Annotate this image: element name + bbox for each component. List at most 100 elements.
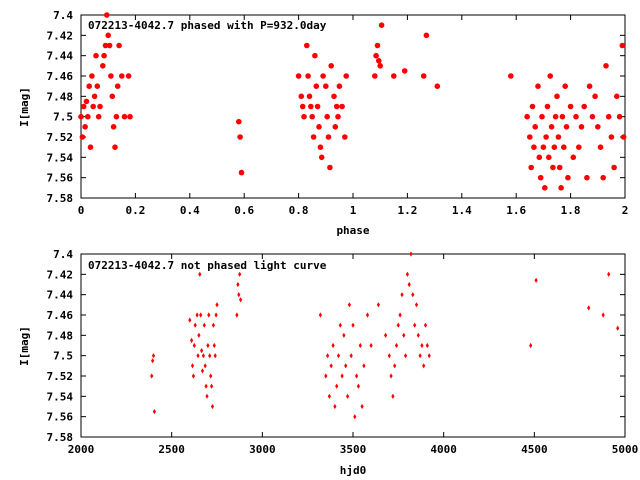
- data-point: [616, 325, 620, 331]
- data-point: [93, 52, 99, 59]
- data-point: [119, 73, 125, 79]
- data-point: [198, 271, 202, 277]
- data-point: [365, 312, 370, 318]
- data-point: [333, 103, 340, 110]
- data-point: [91, 93, 98, 100]
- data-point: [206, 342, 210, 349]
- data-point: [422, 363, 426, 369]
- data-point: [543, 134, 549, 140]
- x-axis-label: hjd0: [340, 464, 367, 477]
- data-point: [210, 403, 215, 410]
- data-point: [384, 332, 388, 338]
- data-point: [190, 363, 195, 369]
- data-point: [508, 73, 514, 79]
- data-point: [197, 332, 201, 338]
- data-point: [116, 42, 122, 49]
- data-point: [620, 134, 627, 140]
- data-point: [202, 322, 206, 328]
- data-point: [532, 124, 538, 130]
- data-point: [394, 342, 399, 349]
- data-point: [400, 292, 404, 298]
- y-tick-label: 7.58: [47, 192, 74, 205]
- data-point: [556, 164, 563, 171]
- data-point: [109, 93, 116, 100]
- data-point: [542, 185, 548, 191]
- data-point: [320, 73, 326, 79]
- data-point: [239, 297, 243, 303]
- data-point: [434, 83, 441, 89]
- y-tick-label: 7.58: [47, 431, 74, 444]
- data-point: [316, 124, 322, 130]
- data-point: [113, 113, 120, 120]
- data-point: [305, 73, 311, 79]
- data-point: [127, 113, 133, 120]
- data-point: [353, 414, 357, 420]
- chart-title: 072213-4042.7 not phased light curve: [88, 259, 327, 272]
- data-point: [212, 342, 216, 349]
- data-point: [89, 73, 95, 79]
- data-point: [578, 124, 585, 130]
- plot-frame: [80, 14, 626, 199]
- data-point: [90, 103, 96, 110]
- phased-light-curve-chart: 072213-4042.7 phased with P=932.0day pha…: [18, 9, 628, 237]
- y-tick-label: 7.46: [47, 70, 74, 83]
- data-point: [188, 317, 192, 323]
- data-point: [342, 134, 348, 140]
- data-point: [376, 58, 382, 64]
- data-point: [351, 322, 355, 328]
- data-point: [401, 68, 408, 74]
- data-point: [605, 113, 612, 120]
- data-point: [236, 281, 240, 288]
- x-tick-label: 0.6: [234, 204, 254, 217]
- data-point: [308, 103, 314, 110]
- data-point: [423, 322, 428, 328]
- data-point: [356, 383, 360, 389]
- data-point: [328, 63, 335, 69]
- data-point: [589, 113, 596, 120]
- y-tick-label: 7.42: [47, 29, 74, 42]
- data-point: [85, 113, 91, 120]
- data-point: [423, 32, 430, 39]
- y-tick-label: 7.52: [47, 370, 74, 383]
- unphased-light-curve-chart: 072213-4042.7 not phased light curve hjd…: [18, 248, 638, 477]
- data-point: [310, 134, 317, 140]
- data-point: [114, 83, 121, 89]
- data-point: [358, 342, 362, 349]
- x-tick-label: 1: [350, 204, 357, 217]
- data-point: [336, 83, 343, 89]
- data-point: [552, 113, 559, 120]
- data-point: [323, 83, 329, 89]
- x-tick-label: 2000: [68, 443, 95, 456]
- data-point: [312, 52, 318, 59]
- data-points: [150, 251, 620, 420]
- data-point: [413, 322, 417, 328]
- data-point: [78, 113, 84, 120]
- x-tick-label: 4500: [521, 443, 548, 456]
- data-point: [324, 113, 331, 120]
- data-point: [340, 373, 344, 379]
- y-tick-label: 7.4: [53, 248, 73, 261]
- data-point: [528, 164, 534, 171]
- data-point: [567, 103, 574, 110]
- x-tick-label: 0.2: [125, 204, 145, 217]
- data-point: [196, 353, 200, 359]
- y-tick-label: 7.5: [53, 350, 73, 363]
- axis-ticks: 2000 2500 3000 3500 4000 4500 5000 7.4 7.42 7.44 7…: [47, 248, 639, 456]
- data-point: [391, 393, 395, 399]
- data-point: [336, 353, 341, 359]
- data-point: [531, 144, 537, 150]
- data-point: [420, 73, 427, 79]
- data-point: [565, 174, 571, 181]
- data-point: [555, 134, 562, 140]
- data-point: [425, 342, 429, 349]
- data-point: [318, 312, 322, 318]
- data-point: [362, 363, 366, 369]
- data-point: [80, 103, 87, 110]
- x-tick-label: 4000: [430, 443, 457, 456]
- data-point: [548, 124, 555, 130]
- data-point: [331, 342, 335, 349]
- data-point: [601, 312, 605, 318]
- data-point: [584, 174, 590, 181]
- x-tick-label: 0: [78, 204, 85, 217]
